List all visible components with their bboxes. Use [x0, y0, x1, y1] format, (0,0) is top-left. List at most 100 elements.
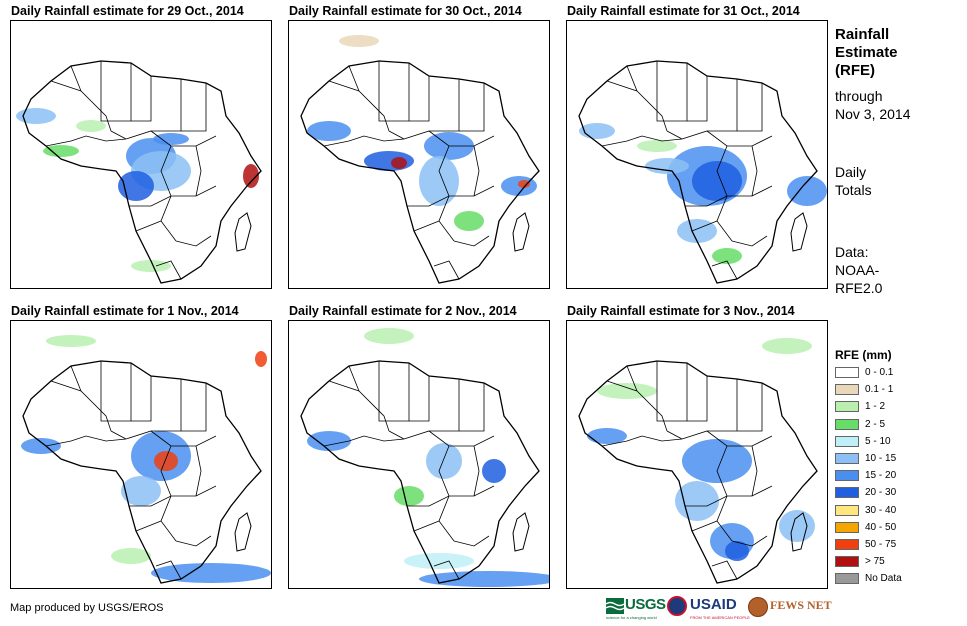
africa-coastline: [578, 60, 818, 284]
legend-label: 0 - 0.1: [865, 367, 894, 378]
country-border: [407, 185, 495, 207]
country-border: [459, 83, 485, 132]
madagascar-coastline: [512, 212, 530, 252]
country-border: [151, 79, 182, 132]
country-border: [429, 79, 460, 132]
madagascar-coastline: [790, 512, 808, 552]
rainfall-area: [725, 541, 749, 561]
usgs-logo: USGS science for a changing world: [606, 596, 666, 622]
rainfall-map-30oct: [288, 20, 550, 289]
legend-swatch: [835, 539, 859, 550]
country-border: [100, 361, 132, 422]
legend-swatch: [835, 401, 859, 413]
country-border: [409, 76, 430, 122]
country-border: [110, 430, 127, 440]
sidebar-title-line2: Estimate: [835, 44, 898, 61]
country-border: [433, 260, 460, 280]
legend-label: 0.1 - 1: [865, 384, 894, 396]
legend-item: 30 - 40: [835, 504, 896, 517]
country-border: [601, 435, 683, 447]
country-border: [429, 379, 460, 432]
country-border: [413, 520, 440, 532]
madagascar-coastline: [790, 212, 808, 252]
country-border: [687, 76, 708, 122]
country-border: [453, 235, 490, 247]
africa-coastline: [22, 360, 262, 584]
africa-coastline: [300, 360, 540, 584]
rainfall-area: [153, 133, 189, 145]
country-border: [175, 535, 212, 547]
through-line2: Nov 3, 2014: [835, 106, 911, 122]
rainfall-map-29oct: [10, 20, 272, 289]
rainfall-area: [339, 35, 379, 47]
country-border: [131, 76, 152, 122]
rainfall-area: [307, 431, 351, 451]
rainfall-area: [419, 571, 549, 587]
madagascar-coastline: [234, 212, 252, 252]
country-border: [687, 376, 708, 422]
country-border: [348, 65, 360, 92]
legend-label: 10 - 15: [865, 453, 897, 464]
rainfall-area: [518, 180, 530, 188]
rainfall-area: [712, 248, 742, 264]
daily-totals-line1: Daily: [835, 164, 867, 180]
panel-title-3: Daily Rainfall estimate for 31 Oct., 201…: [567, 4, 800, 18]
rainfall-area: [682, 439, 752, 483]
rainfall-area: [111, 548, 151, 564]
legend-title: RFE (mm): [835, 348, 892, 362]
rainfall-area: [762, 338, 812, 354]
legend-label: 15 - 20: [865, 470, 897, 482]
country-border: [691, 220, 718, 232]
country-border: [685, 485, 773, 507]
legend-label: > 75: [865, 556, 885, 568]
country-border: [685, 185, 773, 207]
rainfall-area: [243, 164, 259, 188]
rainfall-area: [76, 120, 106, 132]
country-border: [666, 130, 683, 140]
legend-item: 15 - 20: [835, 469, 896, 482]
country-border: [181, 383, 207, 432]
legend-swatch: [835, 453, 859, 464]
country-border: [175, 235, 212, 247]
country-border: [129, 485, 217, 507]
rainfall-area: [307, 121, 351, 141]
country-border: [751, 145, 758, 197]
map-svg: [578, 338, 818, 584]
country-border: [691, 520, 718, 532]
legend-item: No Data: [835, 572, 902, 585]
legend-label: No Data: [865, 573, 902, 585]
legend-item: 40 - 50: [835, 521, 896, 534]
country-border: [348, 365, 360, 392]
country-border: [155, 560, 182, 580]
country-border: [606, 380, 668, 432]
country-border: [707, 379, 738, 432]
usaid-seal-icon: [667, 596, 687, 616]
legend-swatch: [835, 367, 859, 378]
country-border: [388, 130, 405, 140]
legend-item: 20 - 30: [835, 486, 896, 499]
rainfall-area: [587, 428, 627, 444]
legend-item: 10 - 15: [835, 452, 896, 465]
fewsnet-wordmark: FEWS NET: [770, 598, 832, 612]
legend-label: 5 - 10: [865, 435, 891, 447]
legend-swatch: [835, 573, 859, 585]
data-source-line3: RFE2.0: [835, 280, 883, 296]
country-border: [751, 445, 758, 497]
map-svg: [16, 60, 262, 284]
rainfall-area: [16, 108, 56, 124]
country-border: [656, 61, 688, 122]
country-border: [601, 135, 683, 147]
legend-item: 1 - 2: [835, 400, 885, 413]
rainfall-map-1nov: [10, 320, 272, 589]
country-border: [606, 80, 668, 132]
rainfall-area: [426, 443, 462, 479]
map-svg: [21, 335, 271, 584]
rainfall-area: [121, 476, 161, 506]
rainfall-area: [419, 156, 459, 206]
legend-swatch: [835, 556, 859, 568]
legend-item: > 75: [835, 555, 885, 568]
usgs-wave-icon: [606, 598, 624, 614]
through-line1: through: [835, 88, 883, 104]
legend-swatch: [835, 470, 859, 482]
country-border: [711, 260, 738, 280]
